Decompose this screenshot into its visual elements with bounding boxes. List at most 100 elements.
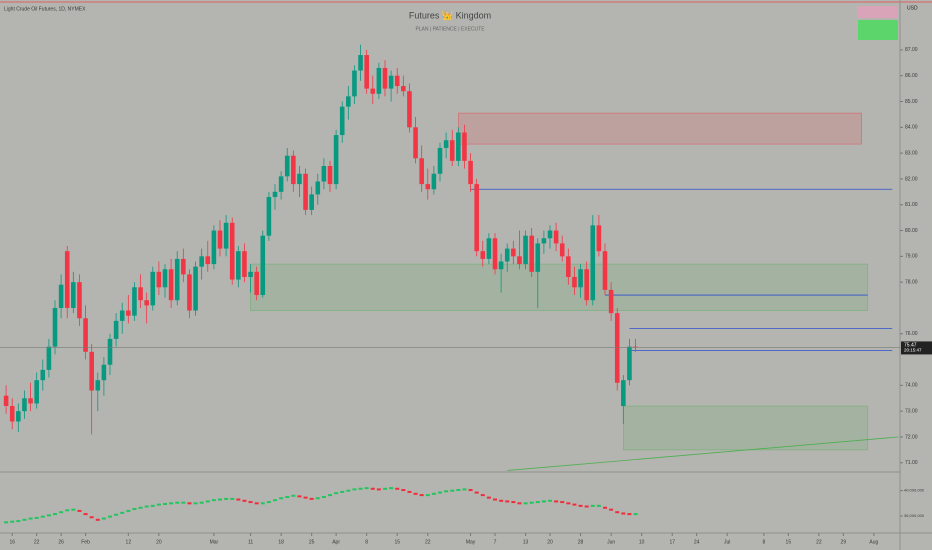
candle-body <box>474 184 479 252</box>
candle-body <box>456 132 461 161</box>
osc-tick-label: 36,000,000 <box>904 513 925 518</box>
osc-point <box>395 487 400 490</box>
candle-body <box>3 395 9 407</box>
candle-body <box>52 307 58 347</box>
candle-body <box>394 75 400 87</box>
osc-point <box>493 498 497 501</box>
candle-body <box>40 369 46 381</box>
candle-body <box>633 346 638 348</box>
osc-point <box>364 487 369 490</box>
osc-point <box>389 487 394 490</box>
osc-point <box>10 520 15 523</box>
candle-body <box>578 269 583 288</box>
osc-point <box>101 517 106 520</box>
candle-body <box>46 346 52 370</box>
candle-body <box>376 67 382 94</box>
candle-body <box>480 251 486 259</box>
candle-body <box>443 140 449 148</box>
candle-body <box>71 282 76 308</box>
y-tick-label: 78.00 <box>905 279 918 285</box>
candle-body <box>449 140 455 161</box>
candle-body <box>517 256 522 265</box>
candle-body <box>333 135 339 185</box>
osc-point <box>407 490 412 493</box>
osc-point <box>444 490 449 493</box>
candle-body <box>364 55 369 89</box>
osc-point <box>548 499 552 502</box>
candle-body <box>101 364 107 381</box>
y-tick-label: 81.00 <box>905 202 918 208</box>
candle-body <box>291 155 296 185</box>
candle-body <box>254 271 259 296</box>
osc-point <box>126 509 131 512</box>
osc-point <box>4 521 9 524</box>
candle-body <box>614 313 620 383</box>
candle-body <box>211 230 217 265</box>
candle-body <box>596 225 602 252</box>
candle-body <box>83 318 88 352</box>
candle-body <box>590 225 596 301</box>
candle-body <box>126 310 131 316</box>
osc-point <box>34 516 39 519</box>
chart-subtitle: PLAN | PATIENCE | EXECUTE <box>415 26 485 32</box>
x-tick-label: 11 <box>248 539 253 545</box>
osc-point <box>285 496 290 498</box>
osc-point <box>114 513 119 516</box>
osc-point <box>260 502 265 505</box>
osc-point <box>401 489 406 492</box>
candle-body <box>9 406 15 422</box>
y-tick-label: 72.00 <box>905 434 918 440</box>
x-tick-label: 20 <box>547 539 553 545</box>
candle-body <box>174 258 180 301</box>
osc-point <box>59 511 64 514</box>
osc-point <box>321 496 326 498</box>
osc-point <box>77 509 82 512</box>
candle-body <box>437 147 443 174</box>
candle-body <box>541 238 547 244</box>
osc-point <box>419 494 424 497</box>
x-tick-label: 20 <box>156 539 162 545</box>
y-tick-label: 71.00 <box>905 460 918 466</box>
candle-body <box>187 274 192 311</box>
x-tick-label: 12 <box>126 539 132 545</box>
candle-body <box>504 248 510 262</box>
x-tick-label: Jun <box>607 539 615 545</box>
osc-point <box>163 502 167 505</box>
candle-body <box>413 127 418 159</box>
candle-body <box>113 320 119 339</box>
osc-point <box>590 504 595 507</box>
candle-body <box>511 248 516 257</box>
y-tick-label: 74.00 <box>905 383 918 389</box>
y-tick-label: 85.00 <box>905 99 918 105</box>
zones <box>250 112 899 471</box>
candle-body <box>382 67 388 89</box>
osc-point <box>340 490 345 493</box>
osc-point <box>328 494 332 497</box>
info-box <box>858 6 898 18</box>
osc-point <box>346 489 351 492</box>
osc-point <box>53 513 57 516</box>
candle-body <box>162 269 168 288</box>
candle-body <box>64 251 70 308</box>
osc-point <box>376 488 381 491</box>
candle-body <box>22 398 27 412</box>
x-tick-label: 24 <box>694 539 700 545</box>
osc-point <box>71 508 76 511</box>
candle-body <box>168 269 174 301</box>
trend-line <box>507 436 899 471</box>
osc-point <box>199 501 204 504</box>
osc-point <box>517 502 522 505</box>
osc-point <box>303 496 308 499</box>
osc-point <box>120 511 125 514</box>
candle-body <box>242 251 247 277</box>
x-tick-label: 8 <box>365 539 368 545</box>
candle-body <box>321 166 327 182</box>
candle-body <box>58 284 64 308</box>
symbol-label: Light Crude Oil Futures, 1D, NYMEX <box>4 6 86 12</box>
y-tick-label: 84.00 <box>905 125 918 131</box>
candle-body <box>339 106 345 136</box>
osc-point <box>560 501 565 504</box>
osc-point <box>181 501 186 504</box>
osc-point <box>566 502 571 505</box>
